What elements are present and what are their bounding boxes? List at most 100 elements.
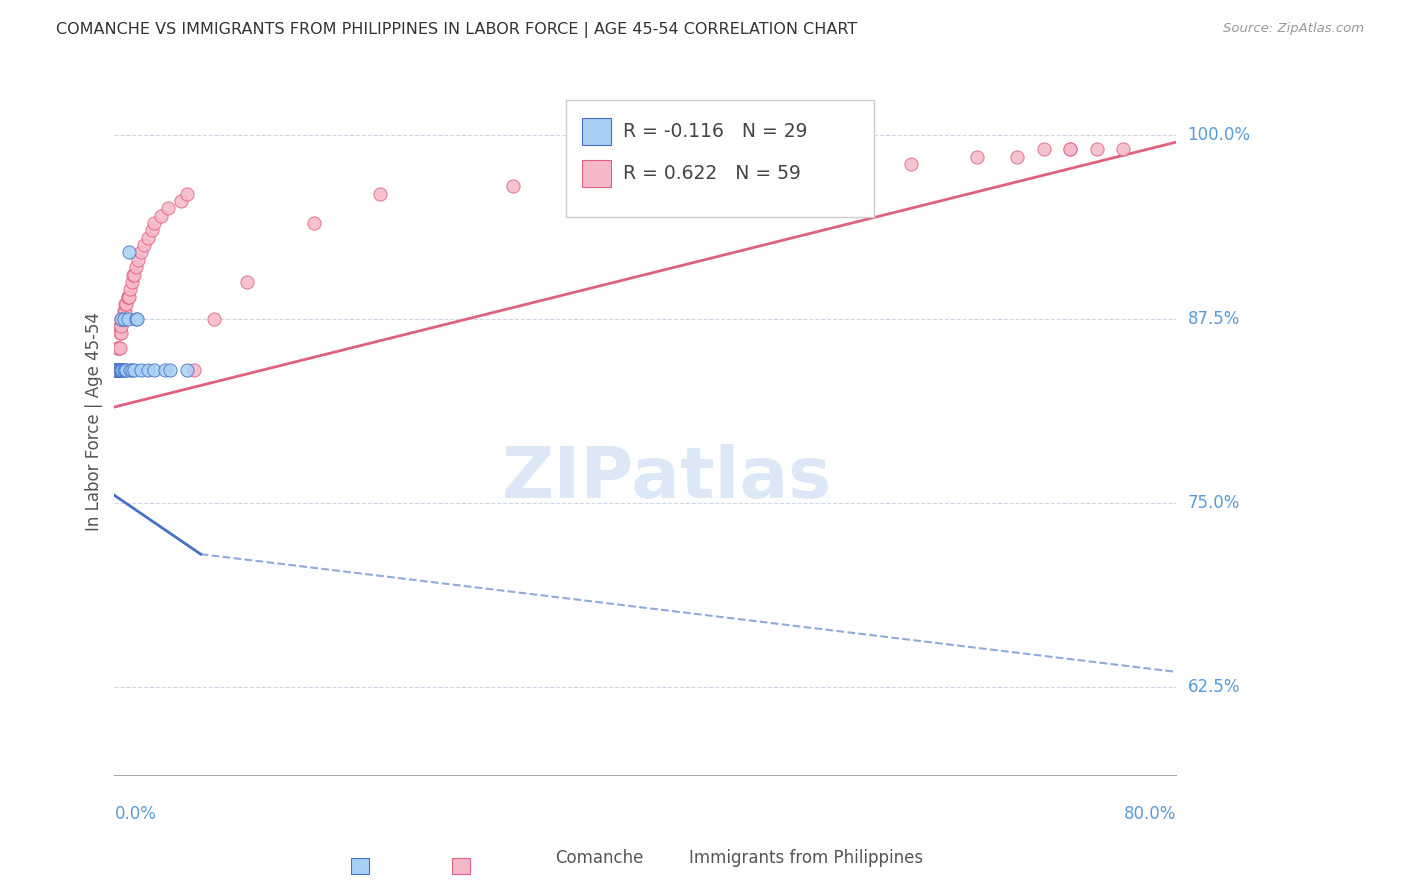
Point	[104, 363, 127, 377]
Point	[607, 143, 630, 157]
Text: 62.5%: 62.5%	[1188, 678, 1240, 696]
Point	[170, 194, 193, 208]
Point	[107, 363, 129, 377]
Point	[112, 363, 135, 377]
Point	[104, 363, 127, 377]
Point	[107, 341, 129, 355]
Text: 87.5%: 87.5%	[1188, 310, 1240, 327]
Point	[112, 311, 135, 326]
Text: Source: ZipAtlas.com: Source: ZipAtlas.com	[1223, 22, 1364, 36]
Point	[129, 363, 152, 377]
Bar	[451, 858, 470, 874]
Point	[107, 341, 129, 355]
Point	[105, 363, 128, 377]
Point	[621, 172, 644, 186]
Point	[118, 290, 141, 304]
Point	[103, 363, 125, 377]
Point	[115, 297, 138, 311]
Point	[132, 238, 155, 252]
Point	[115, 363, 138, 377]
FancyBboxPatch shape	[582, 161, 612, 187]
Point	[1005, 150, 1028, 164]
Point	[183, 363, 205, 377]
Point	[1112, 143, 1135, 157]
Point	[124, 311, 146, 326]
Point	[143, 216, 166, 230]
Point	[107, 363, 129, 377]
Point	[159, 363, 181, 377]
Point	[156, 202, 179, 216]
Point	[120, 282, 142, 296]
Point	[111, 311, 134, 326]
Point	[105, 363, 128, 377]
Bar	[352, 858, 368, 874]
Point	[108, 363, 131, 377]
Point	[114, 363, 136, 377]
Point	[122, 268, 145, 282]
Point	[127, 252, 149, 267]
Point	[176, 363, 198, 377]
Point	[141, 223, 163, 237]
Point	[120, 363, 142, 377]
Text: COMANCHE VS IMMIGRANTS FROM PHILIPPINES IN LABOR FORCE | AGE 45-54 CORRELATION C: COMANCHE VS IMMIGRANTS FROM PHILIPPINES …	[56, 22, 858, 38]
Text: 0.0%: 0.0%	[114, 805, 156, 823]
Point	[112, 311, 135, 326]
Point	[202, 311, 225, 326]
Point	[153, 363, 176, 377]
Point	[121, 363, 143, 377]
Point	[104, 363, 127, 377]
Point	[149, 209, 172, 223]
Text: R = 0.622   N = 59: R = 0.622 N = 59	[623, 164, 801, 183]
Text: 80.0%: 80.0%	[1123, 805, 1177, 823]
Point	[121, 275, 143, 289]
Point	[302, 216, 325, 230]
FancyBboxPatch shape	[582, 118, 612, 145]
Point	[1032, 143, 1054, 157]
Point	[900, 157, 922, 171]
Point	[111, 363, 134, 377]
Point	[176, 186, 198, 201]
Point	[125, 311, 148, 326]
Point	[105, 363, 128, 377]
Point	[105, 363, 128, 377]
Point	[766, 164, 789, 178]
Point	[114, 297, 136, 311]
Point	[117, 290, 139, 304]
Point	[104, 363, 127, 377]
Point	[108, 326, 131, 341]
Point	[108, 319, 131, 334]
Point	[112, 304, 135, 318]
Point	[117, 311, 139, 326]
Point	[1059, 143, 1081, 157]
Point	[103, 363, 125, 377]
FancyBboxPatch shape	[565, 100, 873, 217]
Text: 100.0%: 100.0%	[1188, 126, 1250, 144]
Point	[124, 260, 146, 275]
Point	[108, 341, 131, 355]
Point	[110, 311, 132, 326]
Point	[107, 341, 129, 355]
Point	[108, 363, 131, 377]
Point	[110, 319, 132, 334]
Text: R = -0.116   N = 29: R = -0.116 N = 29	[623, 122, 807, 141]
Text: 75.0%: 75.0%	[1188, 493, 1240, 512]
Point	[143, 363, 166, 377]
Point	[136, 363, 159, 377]
Point	[110, 363, 132, 377]
Point	[124, 268, 146, 282]
Point	[110, 363, 132, 377]
Point	[966, 150, 988, 164]
Point	[1085, 143, 1108, 157]
Point	[236, 275, 259, 289]
Point	[103, 363, 125, 377]
Point	[124, 363, 146, 377]
Point	[1059, 143, 1081, 157]
Point	[129, 245, 152, 260]
Point	[118, 245, 141, 260]
Text: Comanche: Comanche	[555, 849, 644, 867]
Point	[114, 304, 136, 318]
Point	[502, 179, 524, 194]
Point	[105, 363, 128, 377]
Text: Immigrants from Philippines: Immigrants from Philippines	[689, 849, 924, 867]
Point	[111, 311, 134, 326]
